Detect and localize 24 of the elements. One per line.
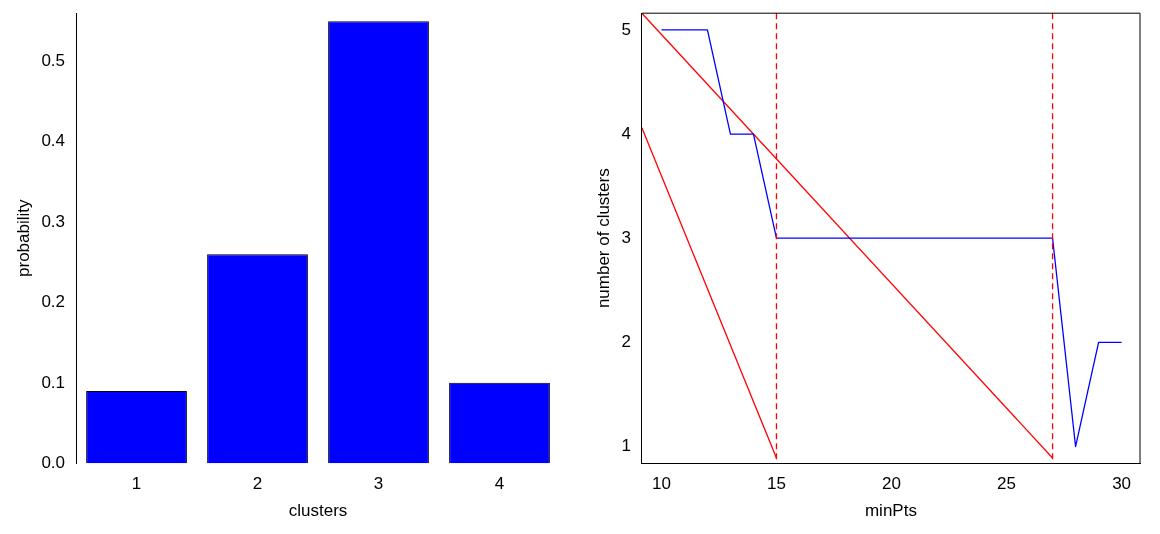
x-tick-label: 2 bbox=[252, 474, 263, 494]
y-tick-label: 5 bbox=[621, 19, 631, 39]
y-tick-label: 0.0 bbox=[41, 452, 66, 472]
y-tick-label: 2 bbox=[621, 332, 631, 352]
y-tick-label: 1 bbox=[621, 436, 631, 456]
x-tick-label: 30 bbox=[1112, 474, 1132, 494]
y-tick-label: 0.5 bbox=[41, 51, 66, 71]
y-axis-title: number of clusters bbox=[593, 168, 613, 309]
y-tick-label: 0.3 bbox=[41, 211, 66, 231]
x-tick-label: 25 bbox=[997, 474, 1017, 494]
x-tick-label: 10 bbox=[651, 474, 671, 494]
x-tick-label: 3 bbox=[373, 474, 384, 494]
y-tick-label: 0.1 bbox=[41, 372, 66, 392]
x-tick-label: 4 bbox=[494, 474, 505, 494]
x-tick-label: 15 bbox=[767, 474, 786, 494]
y-tick-label: 0.2 bbox=[41, 292, 66, 312]
y-tick-label: 0.4 bbox=[41, 131, 66, 151]
y-tick-label: 3 bbox=[621, 227, 631, 247]
x-tick-label: 1 bbox=[131, 474, 142, 494]
x-axis-title: clusters bbox=[288, 501, 348, 521]
x-tick-label: 20 bbox=[882, 474, 901, 494]
y-axis-title: probability bbox=[13, 198, 33, 277]
y-tick-label: 4 bbox=[621, 123, 631, 143]
x-axis-title: minPts bbox=[864, 501, 917, 521]
